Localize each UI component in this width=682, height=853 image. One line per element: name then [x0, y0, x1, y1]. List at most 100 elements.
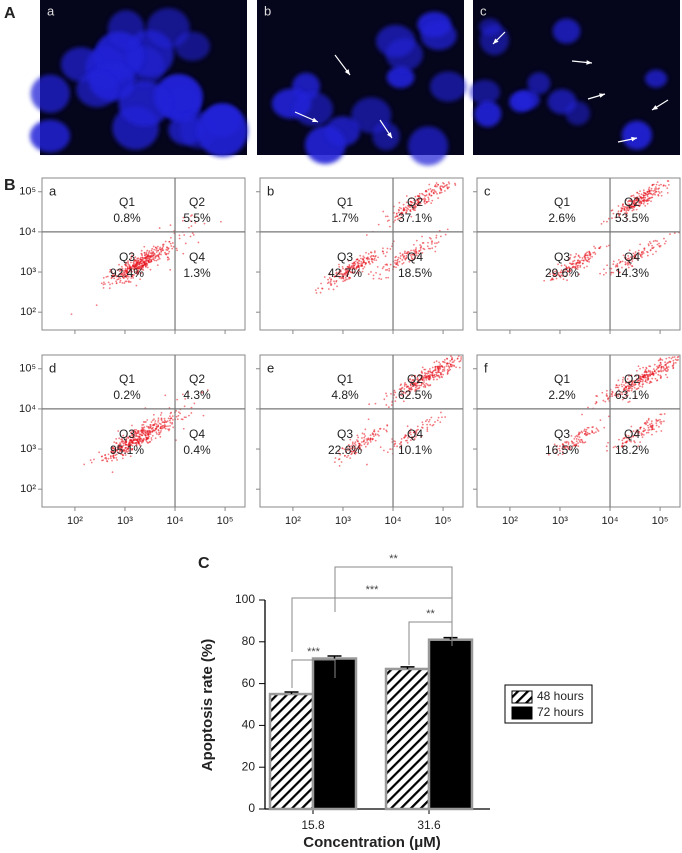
micro-image — [29, 0, 248, 157]
image-label: a — [47, 3, 55, 18]
y-tick-label: 100 — [235, 592, 255, 606]
flow-plot — [70, 214, 222, 316]
plot-frame — [476, 177, 681, 331]
y-tick-label: 10⁵ — [19, 186, 36, 198]
bar — [384, 667, 431, 811]
y-tick-label: 20 — [242, 759, 256, 773]
panel-label: A — [4, 5, 16, 22]
quadrant-name: Q3 — [337, 250, 353, 264]
quadrant-percent: 10.1% — [398, 443, 432, 457]
error-bar — [327, 655, 342, 659]
quadrant-percent: 5.5% — [183, 211, 211, 225]
quadrant-name: Q2 — [189, 195, 205, 209]
quadrant-name: Q4 — [407, 427, 423, 441]
quadrant-name: Q2 — [624, 372, 640, 386]
quadrant-percent: 16.5% — [545, 443, 579, 457]
quadrant-percent: 92.4% — [110, 266, 144, 280]
error-bar — [284, 691, 299, 695]
y-tick-label: 60 — [242, 676, 256, 690]
image-label: c — [480, 3, 487, 18]
sig-label: *** — [307, 646, 321, 658]
micro-image — [257, 0, 467, 166]
y-axis-title: Apoptosis rate (%) — [199, 639, 216, 772]
quadrant-percent: 18.2% — [615, 443, 649, 457]
quadrant-percent: 62.5% — [398, 388, 432, 402]
quadrant-name: Q4 — [189, 427, 205, 441]
quadrant-name: Q4 — [624, 250, 640, 264]
quadrant-name: Q3 — [554, 427, 570, 441]
quadrant-name: Q1 — [119, 372, 135, 386]
plot-label: d — [49, 360, 56, 375]
y-tick-label: 40 — [242, 718, 256, 732]
quadrant-percent: 18.5% — [398, 266, 432, 280]
quadrant-percent: 37.1% — [398, 211, 432, 225]
quadrant-name: Q2 — [624, 195, 640, 209]
panel-label: B — [4, 177, 16, 194]
quadrant-name: Q4 — [189, 250, 205, 264]
micro-image — [469, 0, 680, 155]
quadrant-name: Q1 — [119, 195, 135, 209]
x-tick-label: 10³ — [335, 515, 351, 527]
quadrant-percent: 1.7% — [331, 211, 359, 225]
x-tick-label: 10³ — [552, 515, 568, 527]
x-tick-label: 31.6 — [417, 818, 441, 832]
y-tick-label: 80 — [242, 634, 256, 648]
legend-swatch — [511, 706, 533, 720]
plot-label: b — [267, 183, 274, 198]
quadrant-name: Q4 — [407, 250, 423, 264]
quadrant-name: Q1 — [554, 372, 570, 386]
quadrant-name: Q4 — [624, 427, 640, 441]
quadrant-percent: 53.5% — [615, 211, 649, 225]
image-label: b — [264, 3, 271, 18]
quadrant-percent: 22.6% — [328, 443, 362, 457]
quadrant-percent: 1.3% — [183, 266, 211, 280]
y-tick-label: 10² — [20, 306, 36, 318]
y-tick-label: 10³ — [20, 266, 36, 278]
x-tick-label: 10² — [285, 515, 301, 527]
sig-bracket — [334, 566, 453, 612]
flow-plot — [314, 181, 457, 294]
sig-label: *** — [366, 584, 380, 596]
y-tick-label: 10⁴ — [19, 403, 36, 415]
error-bar — [400, 666, 415, 669]
x-tick-label: 10⁵ — [652, 515, 669, 527]
sig-bracket — [291, 659, 336, 688]
sig-bracket — [408, 621, 453, 665]
quadrant-name: Q3 — [119, 427, 135, 441]
quadrant-name: Q3 — [554, 250, 570, 264]
quadrant-percent: 2.6% — [548, 211, 576, 225]
quadrant-percent: 42.7% — [328, 266, 362, 280]
plot-frame — [259, 177, 464, 331]
legend-label: 48 hours — [537, 689, 584, 703]
plot-frame — [41, 177, 246, 331]
quadrant-percent: 0.4% — [183, 443, 211, 457]
quadrant-percent: 0.2% — [113, 388, 141, 402]
quadrant-name: Q1 — [554, 195, 570, 209]
quadrant-percent: 0.8% — [113, 211, 141, 225]
x-tick-label: 15.8 — [301, 818, 325, 832]
quadrant-name: Q1 — [337, 372, 353, 386]
x-tick-label: 10⁵ — [435, 515, 452, 527]
sig-label: ** — [426, 608, 435, 620]
quadrant-percent: 14.3% — [615, 266, 649, 280]
x-tick-label: 10⁴ — [385, 515, 402, 527]
y-tick-label: 0 — [248, 801, 255, 815]
quadrant-name: Q2 — [407, 372, 423, 386]
plot-label: f — [484, 360, 488, 375]
quadrant-name: Q2 — [407, 195, 423, 209]
legend-label: 72 hours — [537, 705, 584, 719]
flow-plot — [547, 355, 680, 456]
quadrant-name: Q3 — [119, 250, 135, 264]
plot-frame — [259, 354, 464, 508]
plot-frame — [41, 354, 246, 508]
error-bar — [443, 636, 458, 640]
quadrant-percent: 95.1% — [110, 443, 144, 457]
quadrant-name: Q3 — [337, 427, 353, 441]
y-tick-label: 10² — [20, 483, 36, 495]
quadrant-percent: 4.8% — [331, 388, 359, 402]
x-tick-label: 10³ — [117, 515, 133, 527]
x-axis-title: Concentration (μM) — [303, 834, 441, 851]
quadrant-percent: 2.2% — [548, 388, 576, 402]
bar — [427, 638, 474, 811]
